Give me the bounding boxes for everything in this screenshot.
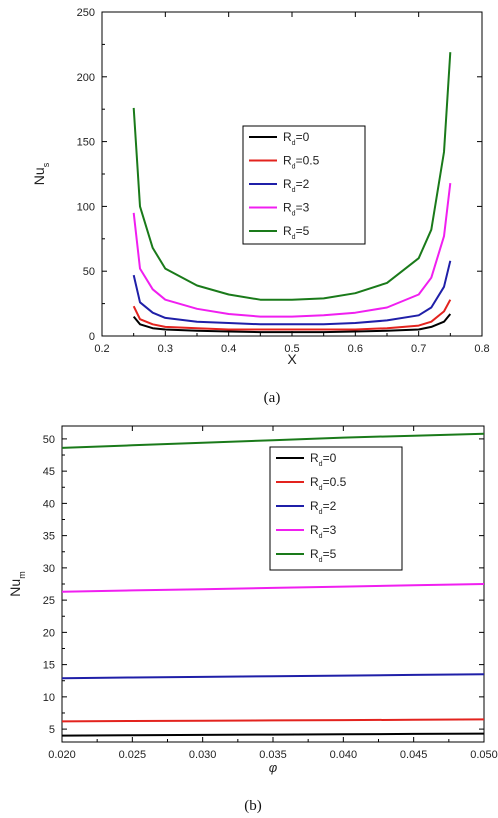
y-tick-label: 30 [43,563,55,575]
y-tick-label: 250 [77,7,95,19]
series-line-0 [61,732,485,737]
x-tick-label: 0.5 [284,343,299,355]
legend: Rd=0Rd=0.5Rd=2Rd=3Rd=5 [269,446,403,571]
x-tick-label: 0.3 [158,343,173,355]
legend-label-subscript: d [292,187,296,194]
series-line-1 [61,718,485,723]
legend-label-subscript: d [292,234,296,241]
x-tick-label: 0.4 [221,343,236,355]
legend-label-subscript: d [292,211,296,218]
y-tick-label: 5 [49,724,55,736]
legend-label-main: R [283,201,292,215]
y-tick-label: 40 [43,498,55,510]
legend-label-main: R [283,130,292,144]
legend-label-value: =3 [323,523,337,537]
y-tick-label: 45 [43,466,55,478]
x-tick-label: 0.6 [348,343,363,355]
series-line-2 [61,673,485,680]
y-axis-label-subscript: m [17,571,27,579]
legend-label-3: Rd=3 [310,523,337,540]
legend: Rd=0Rd=0.5Rd=2Rd=3Rd=5 [242,125,366,245]
legend-label-subscript: d [319,509,323,516]
legend-label-2: Rd=2 [310,499,337,516]
y-axis-label-main: Nu [31,167,47,185]
series-line-0 [132,313,452,334]
y-tick-label: 200 [77,72,95,84]
series-line-3 [61,583,485,593]
series-line-4 [132,52,452,301]
x-tick-label: 0.030 [189,749,217,761]
y-axis-label: Nus [31,162,51,185]
legend-label-value: =5 [296,224,310,238]
legend-label-subscript: d [319,485,323,492]
x-tick-label: 0.2 [94,343,109,355]
legend-label-subscript: d [292,164,296,171]
legend-label-3: Rd=3 [283,201,310,218]
legend-label-value: =5 [323,547,337,561]
legend-label-main: R [310,547,319,561]
y-tick-label: 100 [77,201,95,213]
x-tick-label: 0.025 [119,749,147,761]
x-tick-label: 0.020 [48,749,76,761]
y-axis-label: Num [7,571,27,596]
legend-label-1: Rd=0.5 [310,475,347,492]
y-tick-label: 15 [43,660,55,672]
legend-label-4: Rd=5 [283,224,310,241]
legend-label-subscript: d [319,533,323,540]
legend-label-main: R [310,451,319,465]
series-line-1 [132,299,452,331]
legend-label-value: =0 [296,130,310,144]
legend-label-value: =2 [296,177,310,191]
legend-label-subscript: d [319,461,323,468]
legend-label-main: R [283,177,292,191]
y-axis-label-subscript: s [41,162,51,167]
chart-panel-a: 0.2 0.3 0.4 0.5 0.6 0.7 0.8 0 50 100 150 200 250 X Nus… [31,7,490,406]
legend-label-value: =0 [323,451,337,465]
legend-label-4: Rd=5 [310,547,337,564]
legend-label-main: R [283,154,292,168]
x-tick-label: 0.035 [259,749,287,761]
legend-label-subscript: d [319,557,323,564]
panel-caption: (a) [264,390,281,406]
y-tick-label: 25 [43,595,55,607]
x-axis-label: φ [269,760,278,775]
legend-label-value: =0.5 [323,475,347,489]
legend-label-main: R [310,475,319,489]
legend-label-subscript: d [292,140,296,147]
y-tick-label: 50 [43,434,55,446]
y-tick-label: 20 [43,627,55,639]
y-tick-label: 35 [43,531,55,543]
x-axis-label: X [287,351,297,367]
legend-label-value: =0.5 [296,154,320,168]
legend-label-value: =2 [323,499,337,513]
y-tick-label: 0 [89,331,95,343]
legend-label-main: R [310,523,319,537]
legend-label-1: Rd=0.5 [283,154,320,171]
y-tick-label: 150 [77,137,95,149]
legend-label-value: =3 [296,201,310,215]
legend-label-main: R [283,224,292,238]
y-tick-label: 50 [83,266,95,278]
x-tick-label: 0.7 [411,343,426,355]
x-tick-label: 0.040 [330,749,358,761]
legend-label-2: Rd=2 [283,177,310,194]
series-line-4 [61,432,485,449]
x-tick-label: 0.050 [470,749,498,761]
x-tick-label: 0.045 [400,749,428,761]
y-tick-label: 10 [43,692,55,704]
legend-box [269,446,403,571]
panel-caption: (b) [244,798,262,814]
chart-panel-b: 0.020 0.025 0.030 0.035 0.040 0.045 0.050 5 10 15… [7,425,498,814]
legend-label-main: R [310,499,319,513]
series-line-3 [132,182,452,318]
series-line-2 [132,260,452,326]
legend-label-0: Rd=0 [310,451,337,468]
y-axis-label-main: Nu [7,579,23,597]
x-tick-label: 0.8 [474,343,489,355]
legend-label-0: Rd=0 [283,130,310,147]
